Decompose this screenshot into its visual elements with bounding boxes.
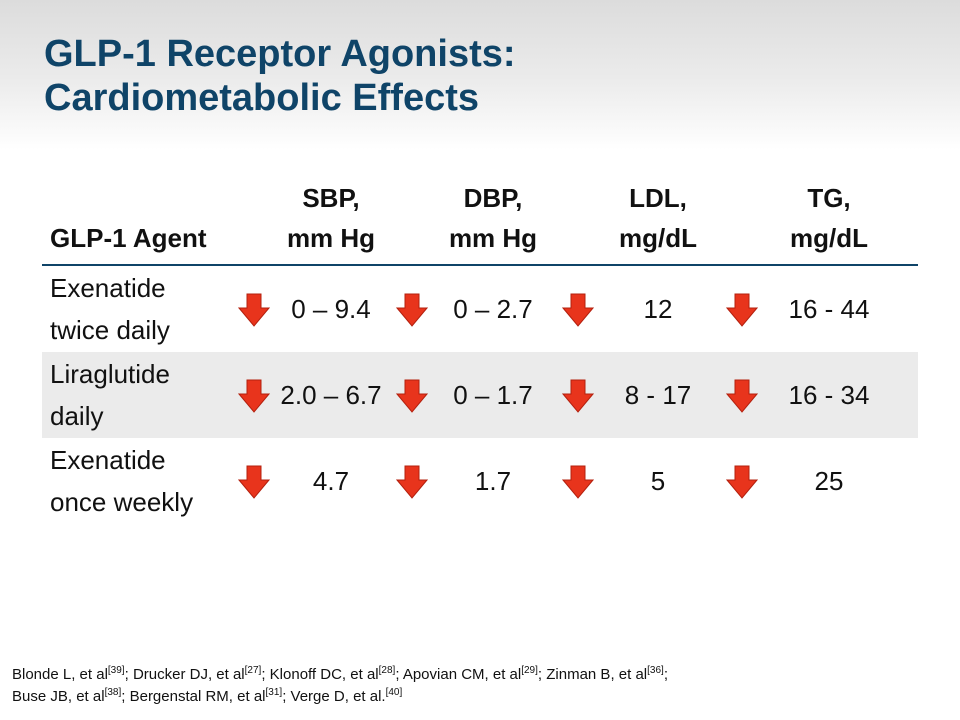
title-band xyxy=(0,0,960,150)
table-row: Exenatide twice daily 0 – 9.4 0 – 2.7 12… xyxy=(42,265,918,352)
agent-cell: Exenatide once weekly xyxy=(42,438,252,524)
header-sbp-line-2: mm Hg xyxy=(286,223,376,253)
down-arrow-icon xyxy=(562,379,594,413)
down-arrow-icon xyxy=(726,379,758,413)
tg-cell: 16 - 44 xyxy=(726,265,918,352)
header-sbp-line-1: SBP, xyxy=(302,183,360,213)
ref-item: Buse JB, et al[38]; xyxy=(12,687,130,706)
slide-title: GLP-1 Receptor Agonists: Cardiometabolic… xyxy=(44,32,516,120)
ldl-cell: 5 xyxy=(562,438,740,524)
header-ldl-line-1: LDL, xyxy=(629,183,687,213)
agent-dosing: once weekly xyxy=(50,487,194,517)
slide-title-line-1: GLP-1 Receptor Agonists: xyxy=(44,33,516,75)
down-arrow-icon xyxy=(396,465,428,499)
agent-name: Exenatide xyxy=(50,273,166,303)
header-sbp: SBP, mm Hg xyxy=(252,164,410,266)
down-arrow-icon xyxy=(726,465,758,499)
dbp-cell: 0 – 1.7 xyxy=(396,352,576,438)
ldl-value: 5 xyxy=(650,466,666,496)
header-ldl-line-2: mg/dL xyxy=(619,223,697,253)
sbp-value: 2.0 – 6.7 xyxy=(280,380,382,410)
header-ldl: LDL, mg/dL xyxy=(576,164,740,266)
ref-item: Apovian CM, et al[29]; xyxy=(402,665,547,684)
agent-name: Liraglutide xyxy=(50,359,170,389)
down-arrow-icon xyxy=(238,465,270,499)
header-tg-line-1: TG, xyxy=(807,183,851,213)
agent-name: Exenatide xyxy=(50,445,166,475)
header-agent: GLP-1 Agent xyxy=(42,164,252,266)
dbp-value: 1.7 xyxy=(474,466,512,496)
down-arrow-icon xyxy=(396,293,428,327)
references-line-1: Blonde L, et al[39]; Drucker DJ, et al[2… xyxy=(12,664,952,686)
down-arrow-icon xyxy=(238,379,270,413)
sbp-cell: 0 – 9.4 xyxy=(238,265,410,352)
down-arrow-icon xyxy=(562,293,594,327)
ldl-value: 12 xyxy=(643,294,673,324)
agent-cell: Liraglutide daily xyxy=(42,352,252,438)
ref-item: Klonoff DC, et al[28]; xyxy=(269,665,403,684)
sbp-value: 4.7 xyxy=(312,466,350,496)
effects-table: GLP-1 Agent SBP, mm Hg DBP, mm Hg LDL, m… xyxy=(42,164,918,524)
down-arrow-icon xyxy=(396,379,428,413)
tg-cell: 25 xyxy=(726,438,918,524)
ref-item: Drucker DJ, et al[27]; xyxy=(132,665,270,684)
dbp-value: 0 – 2.7 xyxy=(453,294,533,324)
header-tg-line-2: mg/dL xyxy=(790,223,868,253)
down-arrow-icon xyxy=(726,293,758,327)
ldl-cell: 8 - 17 xyxy=(562,352,740,438)
tg-cell: 16 - 34 xyxy=(726,352,918,438)
header-dbp-line-2: mm Hg xyxy=(448,223,538,253)
header-dbp: DBP, mm Hg xyxy=(410,164,576,266)
ldl-value: 8 - 17 xyxy=(624,380,692,410)
agent-cell: Exenatide twice daily xyxy=(42,265,252,352)
agent-dosing: twice daily xyxy=(50,315,170,345)
dbp-value: 0 – 1.7 xyxy=(453,380,533,410)
sbp-cell: 4.7 xyxy=(238,438,410,524)
tg-value: 25 xyxy=(814,466,844,496)
down-arrow-icon xyxy=(562,465,594,499)
header-dbp-line-1: DBP, xyxy=(463,183,523,213)
dbp-cell: 1.7 xyxy=(396,438,576,524)
ref-item: Bergenstal RM, et al[31]; xyxy=(129,687,291,706)
ref-item: Zinman B, et al[36]; xyxy=(546,665,668,684)
slide-title-line-2: Cardiometabolic Effects xyxy=(44,77,479,119)
agent-dosing: daily xyxy=(50,401,104,431)
tg-value: 16 - 34 xyxy=(788,380,870,410)
sbp-cell: 2.0 – 6.7 xyxy=(238,352,410,438)
dbp-cell: 0 – 2.7 xyxy=(396,265,576,352)
table-row: Exenatide once weekly 4.7 1.7 5 25 xyxy=(42,438,918,524)
table-header-row: GLP-1 Agent SBP, mm Hg DBP, mm Hg LDL, m… xyxy=(42,164,918,266)
references: Blonde L, et al[39]; Drucker DJ, et al[2… xyxy=(12,664,952,708)
ref-item: Verge D, et al.[40] xyxy=(290,687,403,706)
table-row: Liraglutide daily 2.0 – 6.7 0 – 1.7 8 - … xyxy=(42,352,918,438)
references-line-2: Buse JB, et al[38]; Bergenstal RM, et al… xyxy=(12,686,952,708)
ldl-cell: 12 xyxy=(562,265,740,352)
down-arrow-icon xyxy=(238,293,270,327)
tg-value: 16 - 44 xyxy=(788,294,870,324)
ref-item: Blonde L, et al[39]; xyxy=(12,665,133,684)
header-agent-line-2: GLP-1 Agent xyxy=(50,223,207,253)
header-tg: TG, mg/dL xyxy=(740,164,918,266)
sbp-value: 0 – 9.4 xyxy=(291,294,371,324)
